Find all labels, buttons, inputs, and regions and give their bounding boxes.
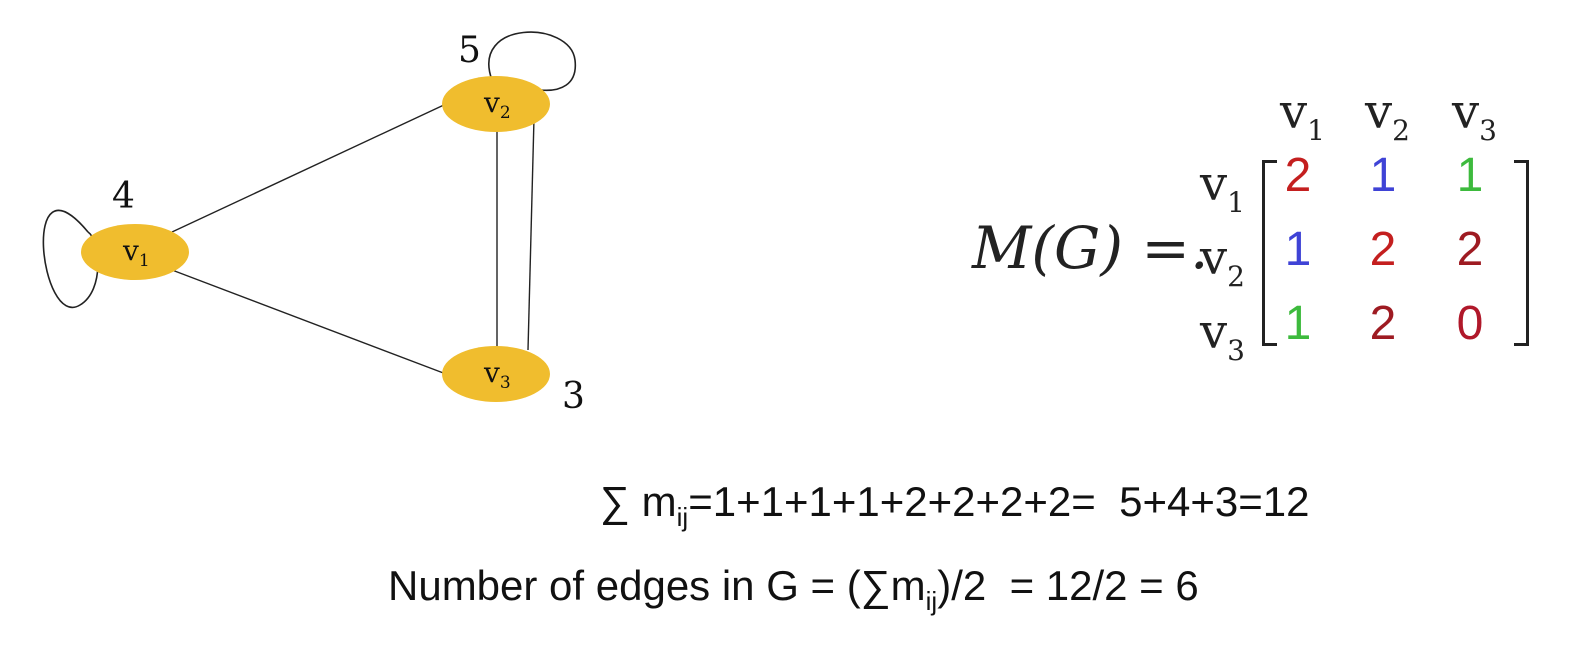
matrix-row-header-2: v2 [1200, 230, 1245, 293]
sum-formula: ∑ mij=1+1+1+1+2+2+2+2= 5+4+3=12 [600, 478, 1310, 532]
matrix-cell-2-3: 2 [1456, 223, 1484, 276]
matrix-cell-3-3: 0 [1456, 297, 1484, 350]
degree-label-v1: 4 [112, 176, 135, 217]
matrix-row-header-1: v1 [1200, 156, 1245, 219]
matrix-col-header-3: v3 [1452, 84, 1497, 147]
edge-v2-v3-2 [527, 117, 535, 351]
node-v1 [81, 224, 189, 280]
edge-v1-v2-1 [171, 103, 447, 233]
edge-count-formula: Number of edges in G = (∑mij)/2 = 12/2 =… [388, 562, 1199, 616]
node-v3 [442, 346, 550, 402]
matrix-cell-2-1: 1 [1284, 223, 1312, 276]
matrix-cell-3-2: 2 [1369, 297, 1397, 350]
matrix-col-header-1: v1 [1280, 84, 1325, 147]
matrix-cell-2-2: 2 [1369, 223, 1397, 276]
matrix-cell-1-2: 1 [1369, 149, 1397, 202]
edge-loop-v2 [488, 31, 577, 92]
matrix-col-header-2: v2 [1365, 84, 1410, 147]
edge-v1-v3-1 [171, 269, 447, 375]
degree-label-v2: 5 [458, 30, 481, 71]
graph-edges [42, 31, 577, 375]
matrix-cell-3-1: 1 [1284, 297, 1312, 350]
degree-label-v3: 3 [562, 376, 585, 417]
node-v2 [442, 76, 550, 132]
matrix-right-bracket [1514, 160, 1529, 346]
matrix-lhs: M(G) =. [972, 214, 1209, 282]
matrix-left-bracket [1262, 160, 1277, 346]
matrix-row-header-3: v3 [1200, 304, 1245, 367]
matrix-cell-1-1: 2 [1284, 149, 1312, 202]
matrix-cell-1-3: 1 [1456, 149, 1484, 202]
